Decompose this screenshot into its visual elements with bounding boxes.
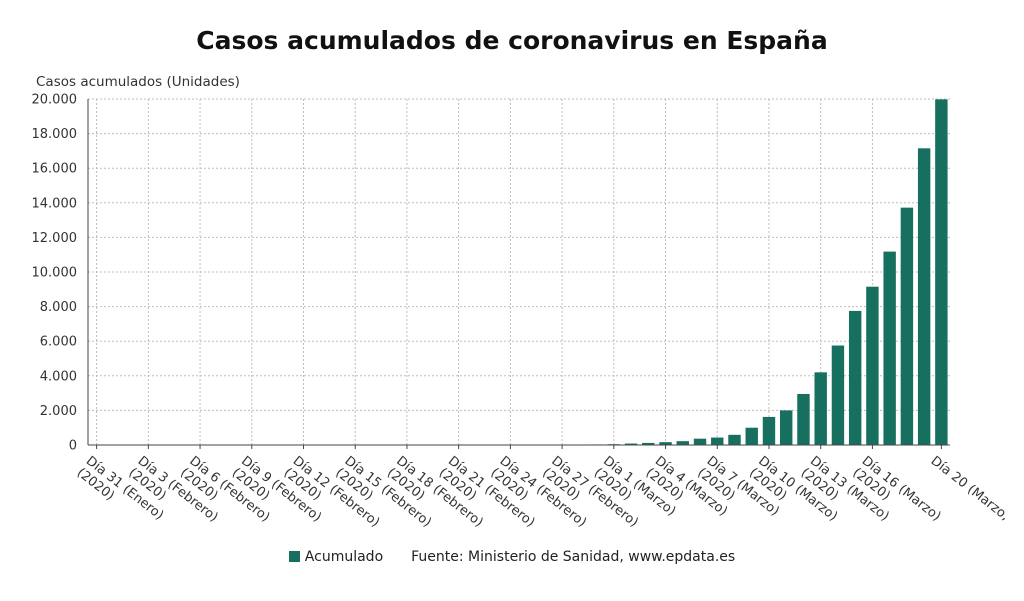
bar: [848, 310, 862, 445]
y-tick-label: 4.000: [40, 369, 77, 384]
bar: [693, 438, 707, 445]
y-axis-label: Casos acumulados (Unidades): [36, 74, 240, 90]
bar: [624, 443, 638, 445]
chart-title: Casos acumulados de coronavirus en Españ…: [196, 26, 828, 55]
bar: [711, 437, 724, 445]
bar: [883, 251, 896, 445]
bar: [659, 442, 672, 445]
bar: [917, 148, 931, 445]
bar: [728, 434, 741, 445]
bar: [866, 286, 879, 445]
bar: [935, 99, 948, 445]
bar: [745, 427, 758, 445]
y-tick-label: 16.000: [32, 162, 78, 177]
y-tick-label: 6.000: [40, 335, 77, 350]
y-tick-label: 14.000: [32, 196, 78, 211]
source-note: Fuente: Ministerio de Sanidad, www.epdat…: [411, 549, 736, 565]
x-tick-labels: Día 31 (Enero)(2020) Día 3 (Febrero)(2020…: [74, 454, 1012, 531]
bar: [780, 410, 793, 445]
y-tick-labels: 0 2.000 4.000 6.000 8.000 10.000 12.000 14.000 1…: [32, 93, 78, 454]
bar: [831, 345, 845, 445]
y-tick-label: 18.000: [32, 127, 78, 142]
legend-swatch: [288, 551, 300, 562]
y-tick-label: 20.000: [32, 93, 78, 108]
legend: Acumulado Fuente: Ministerio de Sanidad, …: [0, 549, 1024, 565]
bars: [90, 99, 948, 445]
bar: [814, 372, 827, 445]
bar: [642, 442, 655, 445]
grid: [88, 98, 950, 445]
y-tick-label: 10.000: [32, 266, 78, 281]
y-tick-label: 0: [69, 439, 77, 454]
y-tick-label: 2.000: [40, 404, 77, 419]
bar: [762, 416, 776, 445]
bar: [797, 393, 810, 445]
y-tick-label: 12.000: [32, 231, 78, 246]
bar: [676, 441, 689, 445]
legend-label: Acumulado: [304, 549, 384, 565]
bar: [900, 207, 914, 445]
axes: [87, 99, 950, 449]
y-tick-label: 8.000: [40, 300, 77, 315]
